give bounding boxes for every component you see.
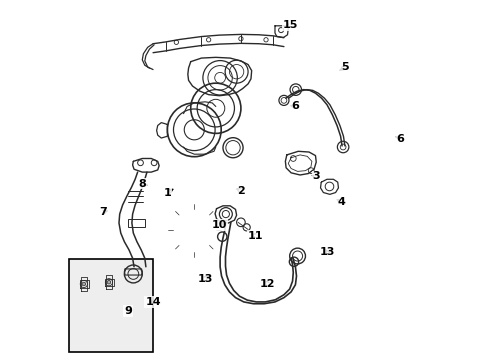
- Text: 11: 11: [247, 231, 263, 240]
- Text: 5: 5: [341, 62, 348, 72]
- Text: 6: 6: [396, 134, 404, 144]
- Text: 13: 13: [197, 274, 212, 284]
- Text: 9: 9: [124, 306, 132, 316]
- Text: 15: 15: [282, 20, 298, 30]
- Text: 12: 12: [260, 279, 275, 289]
- Text: 3: 3: [312, 171, 319, 181]
- Text: 7: 7: [99, 207, 106, 217]
- Text: 14: 14: [145, 297, 161, 307]
- Text: 4: 4: [337, 197, 345, 207]
- Bar: [69, 259, 153, 352]
- Text: 6: 6: [290, 102, 298, 112]
- Text: 13: 13: [319, 247, 334, 257]
- Circle shape: [107, 280, 110, 284]
- Text: 1: 1: [163, 188, 171, 198]
- Bar: [128, 219, 145, 226]
- Text: 8: 8: [138, 179, 146, 189]
- Text: 2: 2: [237, 186, 244, 196]
- Circle shape: [82, 282, 85, 286]
- Text: 10: 10: [211, 220, 226, 230]
